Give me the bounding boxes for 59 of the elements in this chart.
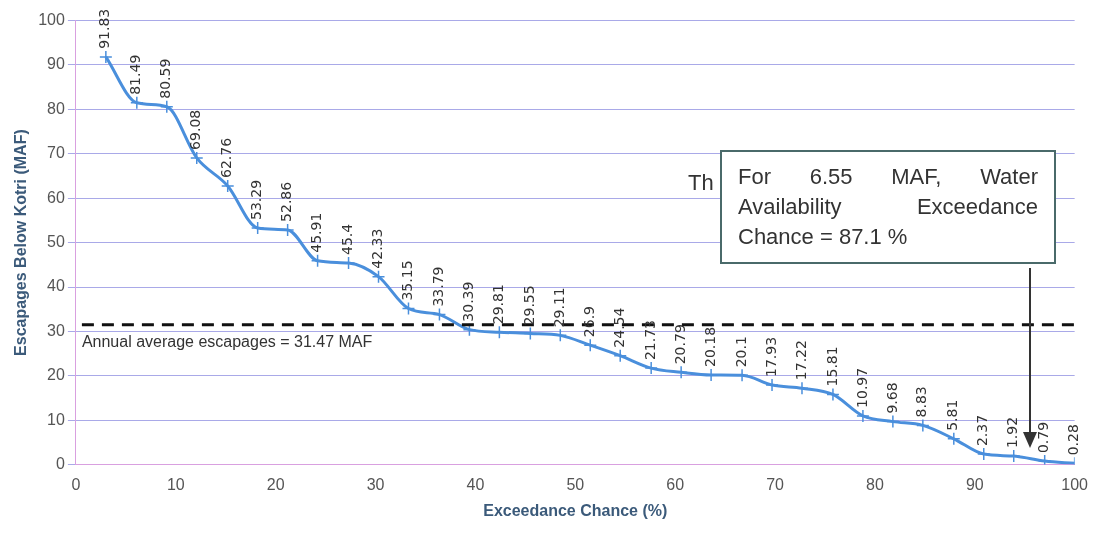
y-tick-label: 50 <box>47 233 65 251</box>
x-tick-label: 40 <box>466 475 485 493</box>
data-label: 0.79 <box>1035 421 1052 454</box>
data-label: 29.11 <box>550 287 567 328</box>
data-label: 8.83 <box>913 386 930 418</box>
data-label: 62.76 <box>218 137 235 178</box>
x-tick-label: 100 <box>1061 475 1089 493</box>
data-label: 24.54 <box>610 307 627 348</box>
y-tick-label: 20 <box>47 366 65 384</box>
data-label: 42.33 <box>369 228 386 269</box>
data-label: 33.79 <box>430 266 447 307</box>
data-label: 20.18 <box>701 326 718 367</box>
data-label: 52.86 <box>278 181 295 222</box>
data-label: 20.79 <box>671 324 688 365</box>
data-label: 10.97 <box>853 367 870 408</box>
data-label: 53.29 <box>248 179 265 220</box>
data-label: 30.39 <box>460 281 477 322</box>
y-tick-label: 40 <box>47 277 65 295</box>
data-label: 9.68 <box>883 382 900 414</box>
data-label: 45.4 <box>339 223 356 256</box>
annotation: For 6.55 MAF, Water Availability Exceedance Chance = 87.1 % <box>720 150 1056 264</box>
y-tick-label: 60 <box>47 188 65 206</box>
y-tick-label: 10 <box>47 410 65 428</box>
data-label: 17.22 <box>792 340 809 381</box>
data-label: 29.81 <box>490 284 507 325</box>
data-label: 2.37 <box>974 414 991 447</box>
annotation: Th <box>688 170 714 196</box>
ref-line-label: Annual average escapages = 31.47 MAF <box>81 333 373 351</box>
x-tick-label: 20 <box>266 475 285 493</box>
data-label: 5.81 <box>944 399 961 431</box>
data-label: 17.93 <box>762 336 779 377</box>
y-tick-label: 70 <box>47 144 65 162</box>
x-tick-label: 70 <box>766 475 785 493</box>
data-label: 81.49 <box>127 54 144 95</box>
data-label: 45.91 <box>308 212 325 253</box>
data-label: 69.08 <box>187 109 204 150</box>
data-label: 80.59 <box>157 58 174 99</box>
x-axis-title: Exceedance Chance (%) <box>483 501 668 519</box>
x-tick-label: 30 <box>366 475 385 493</box>
data-label: 91.83 <box>96 8 113 49</box>
data-label: 0.28 <box>1065 424 1082 456</box>
x-tick-label: 80 <box>866 475 884 493</box>
y-tick-label: 100 <box>38 11 65 29</box>
y-axis-title: Escapages Below Kotri (MAF) <box>12 129 30 356</box>
y-tick-label: 0 <box>55 455 65 473</box>
y-tick-label: 30 <box>47 321 65 339</box>
x-tick-label: 0 <box>71 475 81 493</box>
data-label: 35.15 <box>399 260 416 301</box>
x-tick-label: 10 <box>166 475 185 493</box>
data-label: 26.9 <box>580 305 597 338</box>
y-tick-label: 80 <box>47 99 65 117</box>
data-label: 20.1 <box>732 336 749 368</box>
x-tick-label: 90 <box>965 475 984 493</box>
data-label: 1.92 <box>1004 416 1021 449</box>
data-label: 29.55 <box>520 285 537 326</box>
y-tick-label: 90 <box>47 55 65 73</box>
x-tick-label: 50 <box>566 475 585 493</box>
x-tick-label: 60 <box>666 475 685 493</box>
data-label: 15.81 <box>823 346 840 387</box>
